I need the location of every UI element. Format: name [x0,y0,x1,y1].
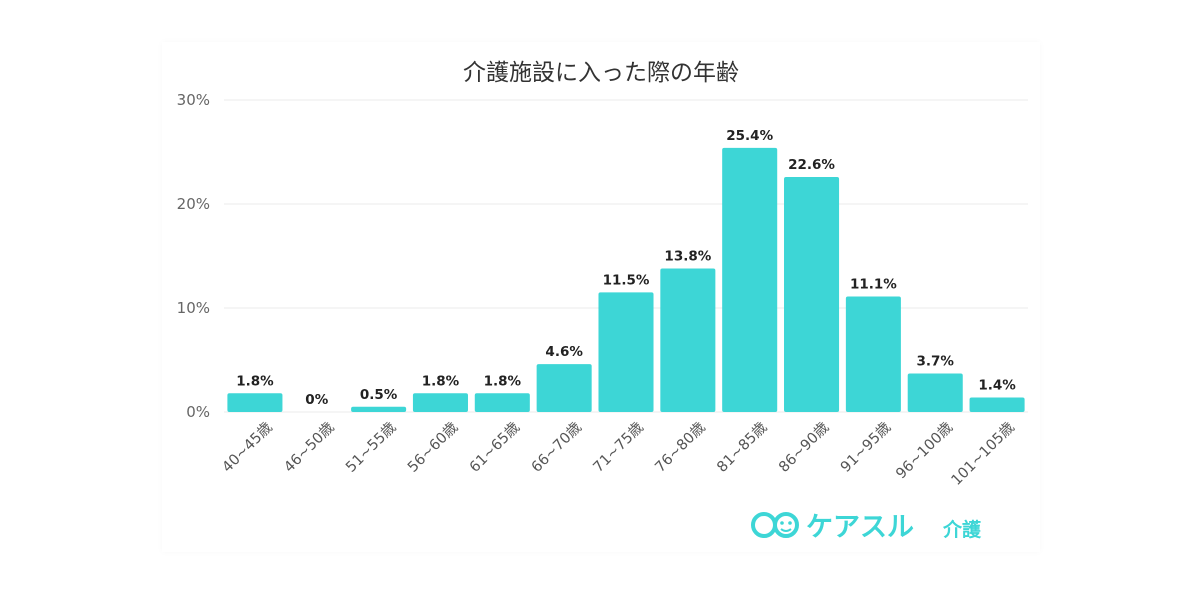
bar-chart: 介護施設に入った際の年齢 0%10%20%30% 1.8%0% 0.5%1.8% 1… [177,60,1028,543]
bar [412,393,468,412]
data-label: 11.5% [603,272,650,288]
data-label: 0.5% [360,387,398,403]
y-tick-label: 0% [186,403,210,421]
bar [907,373,963,412]
data-label: 0% [305,392,328,408]
data-labels: 1.8% 0% 0.5% 1.8% 1.8% 4.6% 11.5% 13.8% 25.4% 22.… [236,128,1016,408]
bar [598,292,654,412]
bars [227,147,1025,412]
data-label: 1.8% [422,373,460,389]
y-tick-label: 10% [177,299,210,317]
bar [227,393,283,412]
x-tick-label: 86~90歳 [775,419,832,476]
bar [351,406,407,412]
brand-logo: ケアスル 介護 [751,512,982,543]
data-label: 11.1% [850,277,897,293]
data-label: 25.4% [726,128,773,144]
data-label: 13.8% [664,248,711,264]
x-tick-label: 81~85歳 [714,419,771,476]
bar [536,364,592,412]
y-tick-label: 20% [177,195,210,213]
data-label: 3.7% [917,354,955,370]
logo-sub: 介護 [942,518,982,541]
x-tick-label: 66~70歳 [528,419,585,476]
x-tick-label: 56~60歳 [404,419,461,476]
y-tick-label: 30% [177,91,210,109]
y-axis: 0% 10% 20% 30% [177,91,210,421]
x-tick-label: 91~95歳 [837,419,894,476]
x-tick-label: 76~80歳 [652,419,709,476]
x-tick-label: 61~65歳 [466,419,523,476]
bar [722,147,778,412]
x-axis: 40~45歳 46~50歳 51~55歳 56~60歳 61~65歳 66~70歳 71~7… [219,419,1018,489]
chart-card: 介護施設に入った際の年齢 0% 10% 20% 30% 1.8% 0% 0.5% 1.8% 1… [162,42,1040,552]
x-tick-label: 46~50歳 [281,419,338,476]
logo-text: ケアスル [806,512,914,543]
bar [660,268,716,412]
bar [969,397,1025,412]
bar [784,176,840,412]
data-label: 22.6% [788,157,835,173]
x-tick-label: 40~45歳 [219,419,276,476]
x-tick-label: 71~75歳 [590,419,647,476]
x-tick-label: 101~105歳 [948,419,1018,489]
bar [845,296,901,412]
x-tick-label: 51~55歳 [342,419,399,476]
chart-title: 介護施設に入った際の年齢 [463,60,739,86]
data-label: 4.6% [545,344,583,360]
logo-face-icon [751,512,799,538]
data-label: 1.8% [236,373,274,389]
bar [474,393,530,412]
data-label: 1.4% [978,377,1016,393]
data-label: 1.8% [484,373,522,389]
x-tick-label: 96~100歳 [893,419,956,482]
